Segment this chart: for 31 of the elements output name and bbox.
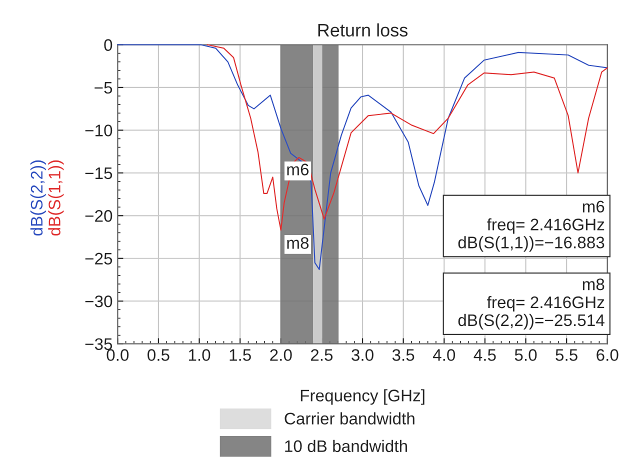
- y-tick-label: 0: [104, 39, 112, 51]
- y-tick-label: −15: [85, 167, 112, 180]
- y-tick-label: −5: [94, 82, 112, 94]
- x-tick-label: 4.0: [432, 349, 456, 361]
- x-axis-title: Frequency [GHz]: [300, 389, 424, 405]
- text: dB(S(1,1)): [48, 160, 64, 236]
- text: dB(S(2,2)): [30, 160, 46, 236]
- x-tick-label: 3.0: [352, 349, 374, 361]
- annotation: m8 freq= 2.416GHz dB(S(2,2))=−25.514: [458, 278, 604, 330]
- x-tick-label: 2.0: [270, 349, 292, 361]
- x-tick-label: 0.5: [148, 349, 170, 361]
- x-tick-label: 0.0: [106, 349, 129, 361]
- y-tick-label: −10: [85, 124, 112, 136]
- annotation: m6: [287, 164, 309, 176]
- x-tick-label: 5.5: [556, 349, 578, 361]
- x-tick-label: 1.5: [230, 349, 251, 361]
- annotation: m6 freq= 2.416GHz dB(S(1,1))=−16.883: [458, 200, 604, 252]
- annotation: m8: [287, 237, 309, 249]
- chart-title: Return loss: [318, 23, 408, 37]
- legend-label: Carrier bandwidth: [284, 412, 414, 424]
- x-tick-label: 5.0: [514, 349, 537, 361]
- x-tick-label: 4.5: [474, 349, 496, 361]
- x-tick-label: 3.5: [392, 349, 414, 361]
- x-tick-label: 2.5: [310, 349, 333, 361]
- legend-label: 10 dB bandwidth: [285, 440, 407, 452]
- y-tick-label: −20: [85, 210, 112, 222]
- y-tick-label: −35: [85, 338, 112, 350]
- y-tick-label: −25: [85, 252, 112, 265]
- x-tick-label: 1.0: [188, 349, 210, 361]
- y-tick-label: −30: [85, 296, 112, 308]
- x-tick-label: 6.0: [596, 349, 618, 361]
